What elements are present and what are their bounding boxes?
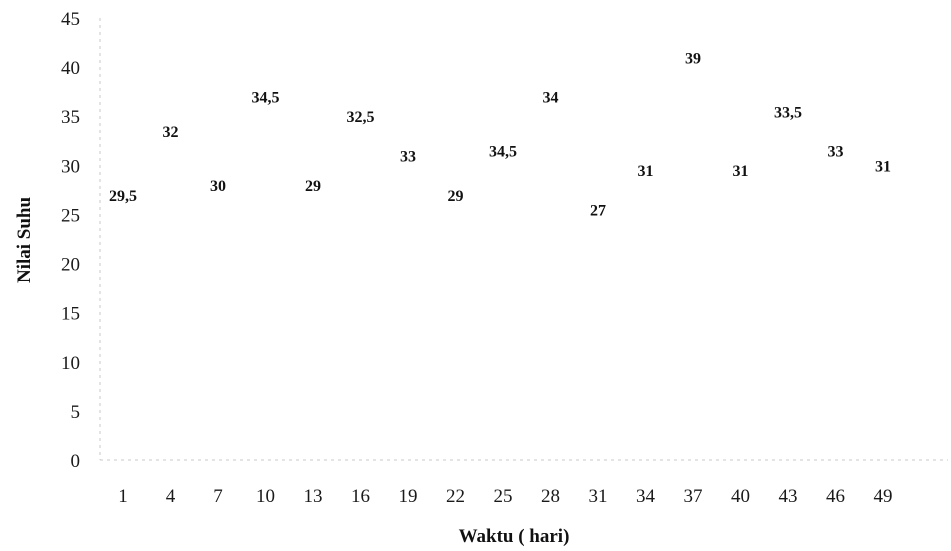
y-axis-title: Nilai Suhu [14, 197, 35, 284]
x-tick-label: 22 [446, 486, 465, 507]
data-point-label: 39 [685, 50, 701, 67]
x-tick-label: 28 [541, 486, 560, 507]
x-tick-label: 4 [166, 486, 176, 507]
plot-area [99, 18, 948, 461]
data-point-label: 27 [590, 203, 606, 220]
x-tick-label: 7 [213, 486, 223, 507]
data-point-label: 34,5 [252, 90, 280, 107]
y-tick-label: 10 [61, 353, 80, 374]
x-tick-label: 25 [494, 486, 513, 507]
data-point-label: 33 [400, 149, 416, 166]
data-point-label: 32,5 [347, 109, 375, 126]
x-tick-label: 16 [351, 486, 370, 507]
x-axis-title: Waktu ( hari) [459, 526, 570, 547]
y-tick-label: 5 [71, 402, 81, 423]
data-point-label: 29 [448, 188, 464, 205]
data-point-label: 34 [543, 90, 559, 107]
x-tick-label: 46 [826, 486, 845, 507]
x-axis-ticks: 1 4 7 10 13 16 19 22 25 28 31 34 37 40 43 46 49 [118, 486, 892, 507]
y-tick-label: 45 [61, 9, 80, 30]
data-point-label: 29,5 [109, 188, 137, 205]
data-point-label: 33 [828, 144, 844, 161]
y-tick-label: 35 [61, 107, 80, 128]
y-axis-ticks: 0 5 10 15 20 25 30 35 40 45 [61, 9, 80, 472]
y-tick-label: 20 [61, 255, 80, 276]
data-point-label: 29 [305, 178, 321, 195]
data-point-label: 31 [875, 158, 891, 175]
data-point-label: 33,5 [774, 104, 802, 121]
x-tick-label: 10 [256, 486, 275, 507]
x-tick-label: 49 [874, 486, 893, 507]
y-tick-label: 25 [61, 205, 80, 226]
x-tick-label: 13 [304, 486, 323, 507]
data-point-label: 32 [163, 124, 179, 141]
y-tick-label: 30 [61, 156, 80, 177]
x-tick-label: 34 [636, 486, 656, 507]
data-labels: 29,5 32 30 34,5 29 32,5 33 29 34,5 34 27 31 39 31 33,5… [109, 50, 891, 219]
data-point-label: 34,5 [489, 144, 517, 161]
y-tick-label: 40 [61, 58, 80, 79]
y-tick-label: 0 [71, 451, 81, 472]
x-tick-label: 37 [684, 486, 703, 507]
x-tick-label: 19 [399, 486, 418, 507]
x-tick-label: 40 [731, 486, 750, 507]
data-point-label: 30 [210, 178, 226, 195]
data-point-label: 31 [733, 163, 749, 180]
data-point-label: 31 [638, 163, 654, 180]
y-tick-label: 15 [61, 304, 80, 325]
x-tick-label: 31 [589, 486, 608, 507]
x-tick-label: 43 [779, 486, 798, 507]
x-tick-label: 1 [118, 486, 128, 507]
